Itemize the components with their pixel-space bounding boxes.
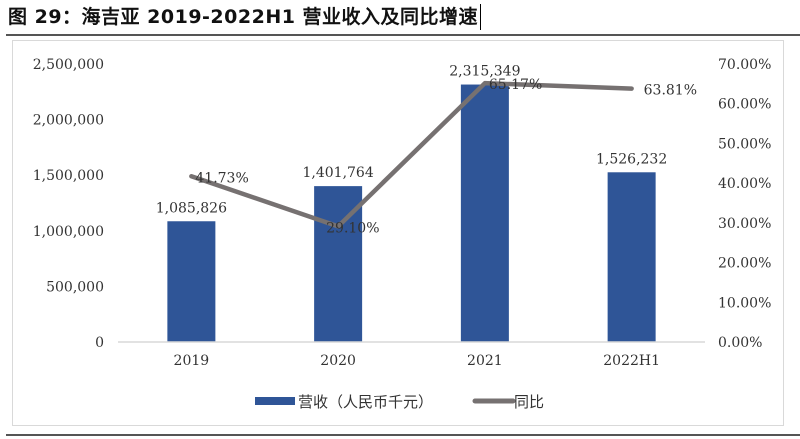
left-axis-tick: 1,500,000 (33, 168, 104, 184)
bar-data-label: 1,401,764 (302, 165, 373, 181)
line-data-label: 63.81% (644, 83, 697, 99)
x-axis-tick: 2020 (320, 353, 356, 369)
revenue-bar (607, 172, 656, 342)
x-axis-tick: 2021 (467, 353, 503, 369)
right-axis-tick: 0.00% (718, 335, 762, 351)
x-axis-tick: 2019 (174, 353, 210, 369)
right-axis-tick: 30.00% (718, 216, 771, 232)
bottom-rule (6, 434, 800, 436)
figure-title: 图 29：海吉亚 2019-2022H1 营业收入及同比增速 (8, 4, 482, 30)
bar-data-label: 1,085,826 (156, 200, 227, 216)
chart-frame (12, 40, 784, 426)
legend-bar-swatch (255, 397, 295, 405)
left-axis-tick: 500,000 (46, 279, 104, 295)
right-axis-tick: 40.00% (718, 176, 771, 192)
legend-revenue-label: 营收（人民币千元） (298, 393, 433, 411)
growth-line (189, 80, 634, 229)
line-data-label: 41.73% (195, 170, 248, 186)
line-data-label: 29.10% (326, 220, 379, 236)
left-axis-tick: 2,500,000 (33, 57, 104, 73)
right-axis-tick: 60.00% (718, 97, 771, 113)
right-axis-tick: 50.00% (718, 136, 771, 152)
x-axis-tick: 2022H1 (603, 353, 660, 369)
bar-data-label: 1,526,232 (596, 151, 667, 167)
right-axis-tick: 10.00% (718, 295, 771, 311)
right-axis-tick: 20.00% (718, 256, 771, 272)
legend-growth-label: 同比 (514, 393, 544, 411)
line-data-label: 65.17% (489, 77, 542, 93)
left-axis-tick: 0 (95, 335, 104, 351)
right-axis-tick: 70.00% (718, 57, 771, 73)
top-rule (6, 34, 800, 36)
bar-data-label: 2,315,349 (449, 64, 520, 80)
revenue-bar (167, 221, 216, 342)
left-axis-tick: 2,000,000 (33, 113, 104, 129)
revenue-bar (460, 84, 509, 342)
left-axis-tick: 1,000,000 (33, 224, 104, 240)
